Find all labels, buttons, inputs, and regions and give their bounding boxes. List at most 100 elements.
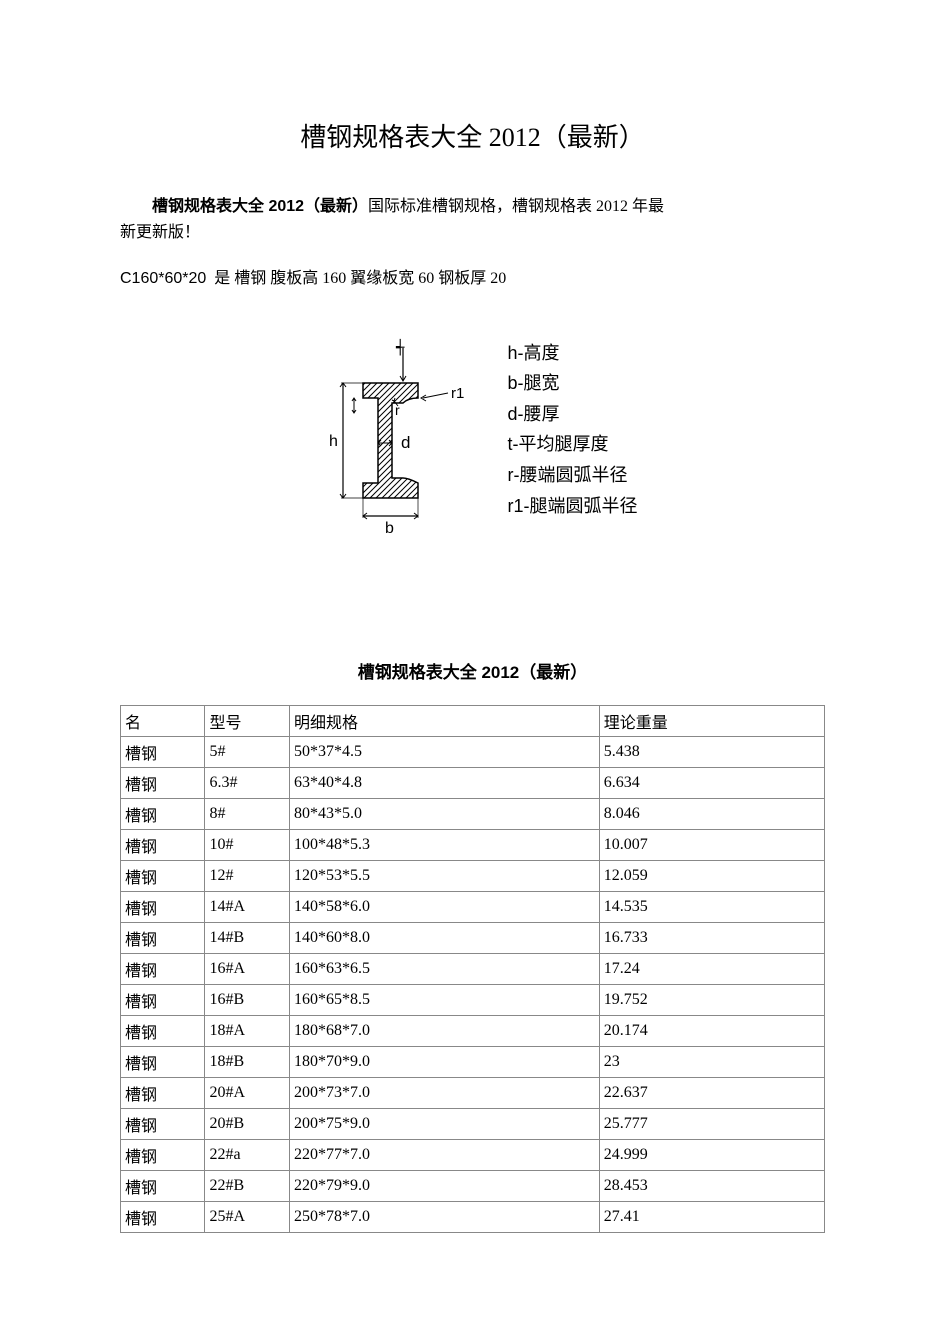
table-cell: 18#B bbox=[205, 1046, 289, 1077]
table-row: 槽钢20#A200*73*7.022.637 bbox=[121, 1077, 825, 1108]
table-cell: 槽钢 bbox=[121, 1201, 205, 1232]
legend-t: t-平均腿厚度 bbox=[508, 429, 638, 460]
table-row: 槽钢16#A160*63*6.517.24 bbox=[121, 953, 825, 984]
table-row: 槽钢18#A180*68*7.020.174 bbox=[121, 1015, 825, 1046]
table-cell: 80*43*5.0 bbox=[289, 798, 599, 829]
legend-r: r-腰端圆弧半径 bbox=[508, 460, 638, 491]
table-cell: 槽钢 bbox=[121, 767, 205, 798]
table-cell: 17.24 bbox=[599, 953, 824, 984]
table-cell: 22#B bbox=[205, 1170, 289, 1201]
table-cell: 6.634 bbox=[599, 767, 824, 798]
table-cell: 20#A bbox=[205, 1077, 289, 1108]
intro-rest-1: 国际标准槽钢规格，槽钢规格表 2012 年最 bbox=[368, 198, 664, 215]
table-cell: 12# bbox=[205, 860, 289, 891]
intro-rest-2: 新更新版！ bbox=[120, 224, 200, 241]
legend-h: h-高度 bbox=[508, 338, 638, 369]
spec-code: C160*60*20 bbox=[120, 270, 206, 287]
table-cell: 5# bbox=[205, 736, 289, 767]
table-cell: 18#A bbox=[205, 1015, 289, 1046]
table-cell: 22#a bbox=[205, 1139, 289, 1170]
table-cell: 250*78*7.0 bbox=[289, 1201, 599, 1232]
spec-table: 名 型号 明细规格 理论重量 槽钢5#50*37*4.55.438槽钢6.3#6… bbox=[120, 705, 825, 1233]
table-cell: 200*73*7.0 bbox=[289, 1077, 599, 1108]
table-header-row: 名 型号 明细规格 理论重量 bbox=[121, 705, 825, 736]
table-cell: 140*58*6.0 bbox=[289, 891, 599, 922]
table-cell: 10# bbox=[205, 829, 289, 860]
table-cell: 槽钢 bbox=[121, 829, 205, 860]
table-cell: 槽钢 bbox=[121, 736, 205, 767]
intro-bold: 槽钢规格表大全 2012（最新） bbox=[152, 198, 368, 215]
table-row: 槽钢25#A250*78*7.027.41 bbox=[121, 1201, 825, 1232]
table-cell: 140*60*8.0 bbox=[289, 922, 599, 953]
table-row: 槽钢10#100*48*5.310.007 bbox=[121, 829, 825, 860]
table-cell: 5.438 bbox=[599, 736, 824, 767]
page-title: 槽钢规格表大全 2012（最新） bbox=[120, 117, 825, 154]
col-header-detail: 明细规格 bbox=[289, 705, 599, 736]
table-cell: 180*68*7.0 bbox=[289, 1015, 599, 1046]
table-cell: 25.777 bbox=[599, 1108, 824, 1139]
table-row: 槽钢16#B160*65*8.519.752 bbox=[121, 984, 825, 1015]
table-cell: 6.3# bbox=[205, 767, 289, 798]
table-body: 槽钢5#50*37*4.55.438槽钢6.3#63*40*4.86.634槽钢… bbox=[121, 736, 825, 1232]
table-cell: 220*77*7.0 bbox=[289, 1139, 599, 1170]
table-cell: 槽钢 bbox=[121, 860, 205, 891]
table-cell: 16.733 bbox=[599, 922, 824, 953]
table-cell: 19.752 bbox=[599, 984, 824, 1015]
table-cell: 22.637 bbox=[599, 1077, 824, 1108]
diagram-label-r: r bbox=[395, 402, 400, 418]
table-cell: 27.41 bbox=[599, 1201, 824, 1232]
table-cell: 23 bbox=[599, 1046, 824, 1077]
table-cell: 100*48*5.3 bbox=[289, 829, 599, 860]
table-cell: 16#A bbox=[205, 953, 289, 984]
channel-steel-diagram: ┽ r1 r d h bbox=[308, 338, 488, 538]
table-cell: 槽钢 bbox=[121, 1077, 205, 1108]
col-header-name: 名 bbox=[121, 705, 205, 736]
table-cell: 28.453 bbox=[599, 1170, 824, 1201]
table-cell: 14#B bbox=[205, 922, 289, 953]
diagram-svg: ┽ r1 r d h bbox=[308, 338, 488, 538]
table-cell: 槽钢 bbox=[121, 922, 205, 953]
table-row: 槽钢14#B140*60*8.016.733 bbox=[121, 922, 825, 953]
table-cell: 20#B bbox=[205, 1108, 289, 1139]
diagram-row: ┽ r1 r d h bbox=[120, 338, 825, 538]
table-cell: 10.007 bbox=[599, 829, 824, 860]
table-cell: 槽钢 bbox=[121, 891, 205, 922]
table-cell: 16#B bbox=[205, 984, 289, 1015]
table-row: 槽钢18#B180*70*9.023 bbox=[121, 1046, 825, 1077]
diagram-label-d: d bbox=[401, 433, 410, 452]
table-row: 槽钢22#B220*79*9.028.453 bbox=[121, 1170, 825, 1201]
table-row: 槽钢12#120*53*5.512.059 bbox=[121, 860, 825, 891]
table-cell: 槽钢 bbox=[121, 1108, 205, 1139]
table-row: 槽钢14#A140*58*6.014.535 bbox=[121, 891, 825, 922]
table-cell: 14#A bbox=[205, 891, 289, 922]
diagram-symbol-t: ┽ bbox=[395, 338, 405, 356]
col-header-model: 型号 bbox=[205, 705, 289, 736]
table-cell: 24.999 bbox=[599, 1139, 824, 1170]
table-cell: 槽钢 bbox=[121, 1139, 205, 1170]
table-row: 槽钢5#50*37*4.55.438 bbox=[121, 736, 825, 767]
table-cell: 槽钢 bbox=[121, 798, 205, 829]
table-cell: 120*53*5.5 bbox=[289, 860, 599, 891]
legend-r1: r1-腿端圆弧半径 bbox=[508, 491, 638, 522]
table-cell: 14.535 bbox=[599, 891, 824, 922]
table-cell: 63*40*4.8 bbox=[289, 767, 599, 798]
col-header-weight: 理论重量 bbox=[599, 705, 824, 736]
table-cell: 8.046 bbox=[599, 798, 824, 829]
table-cell: 12.059 bbox=[599, 860, 824, 891]
legend-b: b-腿宽 bbox=[508, 368, 638, 399]
table-cell: 槽钢 bbox=[121, 1170, 205, 1201]
spec-example-line: C160*60*20 是 槽钢 腹板高 160 翼缘板宽 60 钢板厚 20 bbox=[120, 264, 825, 288]
table-row: 槽钢6.3#63*40*4.86.634 bbox=[121, 767, 825, 798]
table-cell: 200*75*9.0 bbox=[289, 1108, 599, 1139]
table-cell: 槽钢 bbox=[121, 984, 205, 1015]
table-cell: 160*65*8.5 bbox=[289, 984, 599, 1015]
diagram-legend: h-高度 b-腿宽 d-腰厚 t-平均腿厚度 r-腰端圆弧半径 r1-腿端圆弧半… bbox=[508, 338, 638, 522]
table-title: 槽钢规格表大全 2012（最新） bbox=[120, 658, 825, 683]
table-cell: 槽钢 bbox=[121, 1046, 205, 1077]
diagram-label-b: b bbox=[385, 520, 394, 537]
table-cell: 槽钢 bbox=[121, 1015, 205, 1046]
spec-desc: 是 槽钢 腹板高 160 翼缘板宽 60 钢板厚 20 bbox=[214, 270, 506, 287]
table-cell: 20.174 bbox=[599, 1015, 824, 1046]
table-cell: 25#A bbox=[205, 1201, 289, 1232]
legend-d: d-腰厚 bbox=[508, 399, 638, 430]
